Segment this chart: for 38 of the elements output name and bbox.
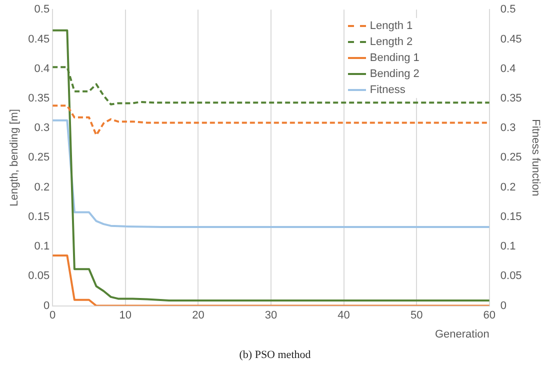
legend-label: Bending 2 bbox=[370, 66, 420, 82]
y-tick-label: 0.45 bbox=[28, 33, 50, 46]
y2-tick-label: 0.3 bbox=[500, 122, 516, 134]
y2-tick-label: 0.1 bbox=[500, 240, 516, 253]
x-tick-label: 20 bbox=[192, 309, 204, 322]
y-tick-label: 0.25 bbox=[28, 152, 50, 164]
y2-tick-label: 0.25 bbox=[500, 152, 522, 164]
y-tick-label: 0 bbox=[43, 300, 50, 312]
x-tick-label: 40 bbox=[338, 309, 350, 322]
text: (b) PSO method bbox=[238, 349, 312, 361]
y2-axis-title: Fitness function bbox=[529, 119, 542, 196]
legend-label: Length 2 bbox=[370, 34, 413, 50]
y2-tick-label: 0.2 bbox=[500, 181, 516, 194]
y-tick-label: 0.5 bbox=[34, 4, 50, 16]
y2-tick-label: 0.45 bbox=[500, 33, 522, 46]
x-tick-label: 50 bbox=[410, 309, 423, 322]
y-tick-label: 0.2 bbox=[34, 181, 50, 194]
y-tick-label: 0.15 bbox=[28, 210, 50, 223]
legend-label: Fitness bbox=[370, 82, 406, 98]
legend-label: Length 1 bbox=[370, 18, 413, 34]
y2-tick-label: 0.05 bbox=[500, 270, 522, 282]
x-tick-label: 10 bbox=[119, 309, 132, 322]
x-tick-label: 60 bbox=[483, 309, 496, 322]
y2-tick-label: 0.15 bbox=[500, 210, 522, 223]
y-tick-label: 0.1 bbox=[34, 240, 50, 253]
y2-tick-label: 0.5 bbox=[500, 4, 516, 16]
legend-label: Bending 1 bbox=[370, 50, 420, 66]
y-tick-label: 0.3 bbox=[34, 122, 50, 134]
line-series bbox=[52, 104, 490, 136]
y2-tick-label: 0.35 bbox=[500, 92, 522, 104]
x-tick-label: 30 bbox=[264, 309, 278, 322]
y2-tick-label: 0.4 bbox=[500, 62, 516, 75]
y-tick-label: 0.4 bbox=[34, 62, 50, 75]
y-axis-title: Length, bending [m] bbox=[8, 109, 21, 206]
y-tick-label: 0.35 bbox=[28, 92, 50, 104]
x-axis-title: Generation bbox=[434, 328, 490, 341]
y2-tick-label: 0 bbox=[500, 300, 507, 312]
y-tick-label: 0.05 bbox=[28, 270, 50, 282]
